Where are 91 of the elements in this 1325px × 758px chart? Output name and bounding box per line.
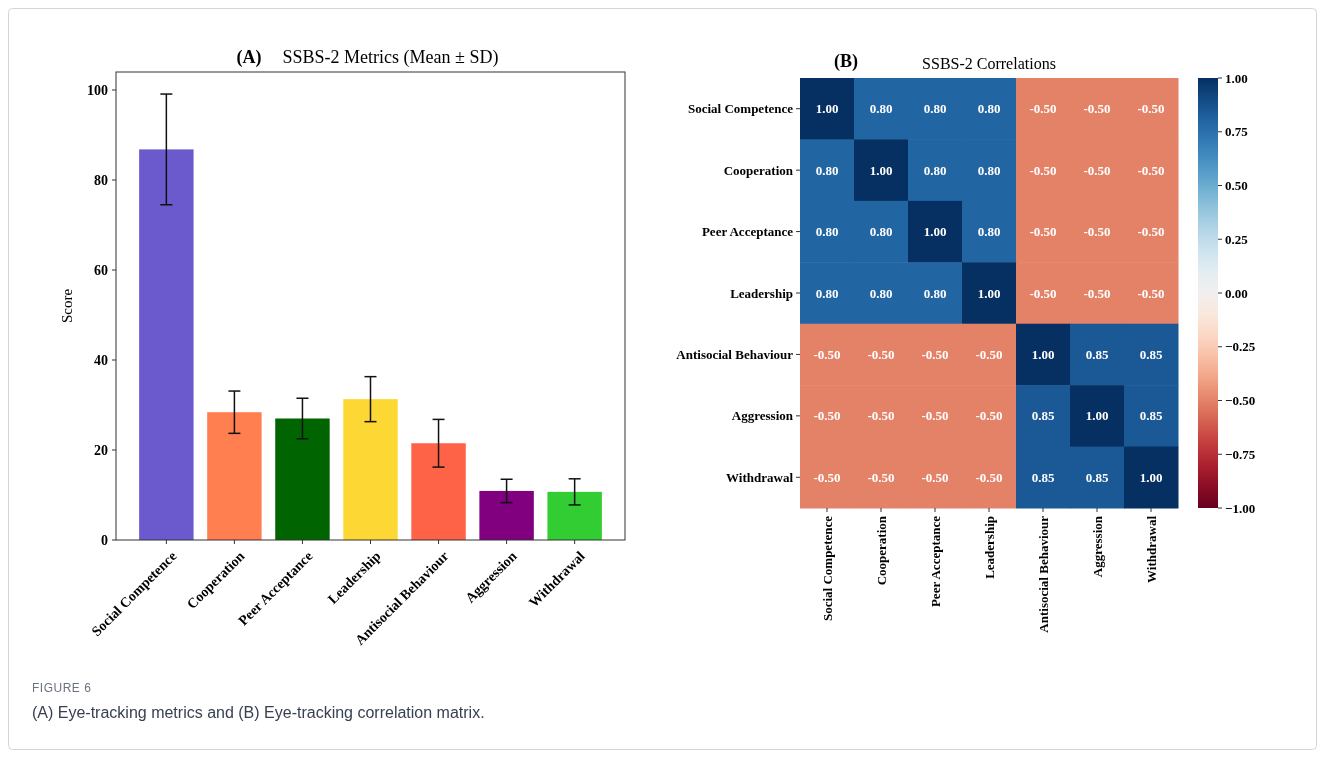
color-bar-label: 0.00 [1225, 285, 1248, 301]
data-label: -0.50 [1083, 285, 1111, 301]
data-label: 0.85 [1031, 469, 1055, 485]
data-label: -0.50 [975, 469, 1003, 485]
data-label: 0.80 [977, 101, 1001, 117]
y-tick-label: 80 [94, 172, 108, 188]
data-label: -0.50 [1029, 101, 1057, 117]
color-bar-label: −1.00 [1225, 500, 1256, 516]
data-label: 0.80 [869, 285, 893, 301]
data-label: 0.80 [869, 101, 893, 117]
data-label: 0.80 [815, 224, 839, 240]
x-tick-label: Antisocial Behaviour [1035, 515, 1051, 633]
y-tick-label: Withdrawal [726, 469, 794, 485]
data-label: 0.85 [1139, 408, 1163, 424]
data-label: -0.50 [1137, 224, 1165, 240]
y-tick-label: 60 [94, 262, 108, 278]
y-tick-label: 20 [94, 442, 108, 458]
data-label: -0.50 [1029, 285, 1057, 301]
x-tick-label: Leadership [981, 516, 997, 579]
data-label: -0.50 [1137, 101, 1165, 117]
data-label: -0.50 [975, 408, 1003, 424]
data-label: -0.50 [1137, 285, 1165, 301]
data-label: -0.50 [921, 346, 949, 362]
data-label: 0.80 [923, 285, 947, 301]
data-label: -0.50 [975, 346, 1003, 362]
y-tick-label: Aggression [731, 408, 794, 424]
y-tick-label: Antisocial Behaviour [676, 346, 794, 362]
color-bar-label: 1.00 [1225, 70, 1248, 86]
data-label: -0.50 [921, 469, 949, 485]
y-axis-title: Score [59, 288, 75, 324]
text: (B) [834, 51, 858, 72]
data-label: -0.50 [1083, 162, 1111, 178]
data-label: 1.00 [923, 224, 947, 240]
color-bar-label: −0.25 [1225, 339, 1256, 355]
data-label: -0.50 [921, 408, 949, 424]
data-label: -0.50 [1029, 224, 1057, 240]
data-label: 0.80 [977, 224, 1001, 240]
data-label: 0.80 [869, 224, 893, 240]
data-label: -0.50 [1083, 224, 1111, 240]
data-label: 1.00 [815, 101, 839, 117]
y-tick-label: Cooperation [723, 162, 794, 178]
bar [207, 412, 262, 540]
y-tick-label: Leadership [730, 285, 793, 301]
bar [343, 399, 398, 540]
data-label: -0.50 [1137, 162, 1165, 178]
bar [547, 491, 602, 540]
color-bar-label: −0.75 [1225, 446, 1256, 462]
data-label: 1.00 [1085, 408, 1109, 424]
color-bar-label: 0.25 [1225, 231, 1249, 247]
x-tick-label: Aggression [1089, 515, 1105, 578]
data-label: 0.85 [1139, 346, 1163, 362]
y-tick-label: 0 [101, 532, 108, 548]
data-label: 1.00 [869, 162, 893, 178]
caption: FIGURE 6 [32, 681, 92, 695]
bar [139, 149, 194, 540]
data-label: 0.80 [923, 162, 947, 178]
data-label: -0.50 [1083, 101, 1111, 117]
bar [275, 418, 330, 540]
x-tick-label: Withdrawal [1143, 515, 1159, 583]
color-bar-label: 0.75 [1225, 124, 1249, 140]
bar [411, 443, 466, 540]
x-tick-label: Peer Acceptance [927, 515, 943, 608]
color-bar-label: −0.50 [1225, 393, 1256, 409]
text: (A) [236, 47, 262, 68]
data-label: 1.00 [1031, 346, 1055, 362]
data-label: -0.50 [867, 469, 895, 485]
data-label: 0.85 [1085, 469, 1109, 485]
data-label: -0.50 [1029, 162, 1057, 178]
data-label: 0.80 [923, 101, 947, 117]
text: (A) Eye-tracking metrics and (B) Eye-tracking correlation matrix. [32, 704, 485, 721]
data-label: -0.50 [813, 346, 841, 362]
y-tick-label: 100 [87, 82, 108, 98]
y-tick-label: 40 [94, 352, 108, 368]
data-label: 0.80 [815, 285, 839, 301]
data-label: 0.85 [1031, 408, 1055, 424]
chart-title: SSBS-2 Metrics (Mean ± SD) [282, 47, 499, 68]
data-label: -0.50 [867, 408, 895, 424]
y-tick-label: Social Competence [687, 101, 794, 117]
data-label: -0.50 [813, 469, 841, 485]
data-label: 0.80 [815, 162, 839, 178]
color-bar-label: 0.50 [1225, 178, 1248, 194]
bar [479, 490, 534, 540]
y-tick-label: Peer Acceptance [701, 224, 794, 240]
data-label: 1.00 [977, 285, 1001, 301]
chart-title: SSBS-2 Correlations [922, 55, 1056, 72]
data-label: 0.85 [1085, 346, 1109, 362]
data-label: -0.50 [867, 346, 895, 362]
data-label: 0.80 [977, 162, 1001, 178]
x-tick-label: Cooperation [873, 515, 889, 586]
data-label: 1.00 [1139, 469, 1163, 485]
data-label: -0.50 [813, 408, 841, 424]
